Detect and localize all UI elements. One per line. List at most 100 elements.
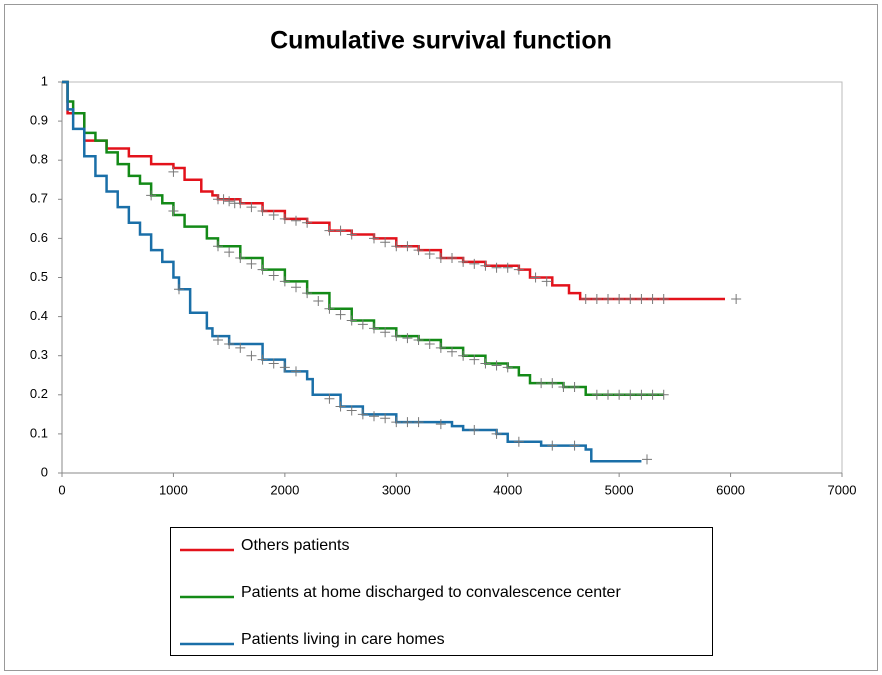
censor-mark: [513, 436, 524, 447]
censor-mark: [213, 335, 223, 346]
censor-mark: [413, 245, 424, 256]
censor-mark: [502, 262, 513, 273]
censor-mark: [491, 360, 502, 371]
censor-mark: [658, 389, 669, 400]
censor-mark: [335, 225, 346, 236]
censor-mark: [636, 389, 647, 400]
censor-mark: [380, 327, 391, 338]
y-tick-label: 0: [41, 464, 48, 479]
x-tick-label: 3000: [382, 482, 411, 497]
censor-mark: [480, 260, 491, 271]
censor-mark: [346, 315, 357, 326]
censor-mark: [224, 247, 235, 258]
censor-mark: [536, 378, 547, 389]
censor-mark: [235, 252, 246, 263]
censor-mark: [413, 417, 424, 428]
censor-mark: [447, 346, 457, 357]
y-tick-label: 0.6: [30, 230, 48, 245]
censor-mark: [547, 440, 558, 451]
censor-mark: [302, 288, 313, 299]
censor-mark: [291, 282, 301, 293]
censor-mark: [346, 405, 357, 416]
censor-mark: [257, 264, 268, 275]
censor-mark: [369, 323, 379, 334]
y-tick-label: 0.5: [30, 269, 48, 284]
censor-mark: [647, 389, 658, 400]
censor-mark: [391, 331, 402, 342]
censor-mark: [558, 381, 569, 392]
censor-mark: [324, 303, 335, 314]
y-tick-label: 0.8: [30, 152, 48, 167]
censor-mark: [291, 215, 301, 226]
censor-mark: [335, 401, 346, 412]
censor-mark: [213, 241, 223, 252]
censor-mark: [458, 350, 469, 361]
legend-label: Patients living in care homes: [241, 631, 445, 648]
y-tick-label: 0.7: [30, 191, 48, 206]
legend-label: Patients at home discharged to convalesc…: [241, 584, 621, 601]
censor-mark: [224, 338, 235, 349]
censor-mark: [313, 295, 324, 306]
censor-mark: [603, 389, 613, 400]
x-tick-label: 4000: [493, 482, 522, 497]
censor-mark: [435, 252, 446, 263]
censor-mark: [491, 428, 502, 439]
censor-mark: [224, 196, 235, 207]
censor-mark: [357, 409, 368, 420]
censor-mark: [268, 358, 279, 369]
censor-mark: [369, 233, 379, 244]
censor-mark: [658, 294, 669, 305]
x-tick-label: 5000: [605, 482, 634, 497]
censor-mark: [257, 206, 268, 217]
censor-mark: [502, 362, 513, 373]
censor-mark: [218, 194, 229, 205]
censor-mark: [257, 354, 268, 365]
y-tick-label: 0.2: [30, 386, 48, 401]
censor-mark: [580, 294, 591, 305]
censor-mark: [513, 264, 524, 275]
censor-mark: [402, 417, 413, 428]
legend-label: Others patients: [241, 537, 350, 554]
censor-mark: [413, 335, 424, 346]
censor-mark: [647, 294, 658, 305]
censor-mark: [547, 378, 558, 389]
x-tick-label: 7000: [828, 482, 857, 497]
censor-mark: [642, 454, 652, 465]
censor-mark: [268, 270, 279, 281]
chart-title: Cumulative survival function: [270, 27, 612, 55]
censor-mark: [591, 294, 602, 305]
censor-mark: [324, 393, 335, 404]
censor-mark: [168, 206, 179, 217]
censor-mark: [625, 294, 636, 305]
y-tick-label: 1: [41, 73, 48, 88]
censor-mark: [569, 381, 580, 392]
censor-mark: [391, 241, 402, 252]
censor-mark: [447, 252, 457, 263]
censor-mark: [279, 213, 290, 224]
censor-mark: [324, 225, 335, 236]
censor-mark: [541, 276, 552, 287]
x-tick-label: 2000: [270, 482, 299, 497]
censor-mark: [614, 294, 625, 305]
censor-mark: [279, 362, 290, 373]
censor-mark: [402, 333, 413, 344]
censor-mark: [380, 413, 391, 424]
censor-mark: [146, 190, 157, 201]
censor-mark: [235, 342, 246, 353]
censor-mark: [402, 241, 413, 252]
censor-mark: [246, 258, 257, 269]
survival-line: [62, 80, 642, 463]
y-tick-label: 0.9: [30, 113, 48, 128]
censor-mark: [335, 309, 346, 320]
censor-mark: [458, 256, 469, 267]
censor-mark: [469, 424, 480, 435]
censor-mark: [625, 389, 636, 400]
censor-mark: [246, 350, 257, 361]
censor-mark: [291, 366, 301, 377]
censor-mark: [268, 209, 279, 220]
censor-mark: [168, 166, 179, 177]
censor-mark: [636, 294, 647, 305]
censor-mark: [174, 284, 184, 295]
censor-mark: [435, 342, 446, 353]
